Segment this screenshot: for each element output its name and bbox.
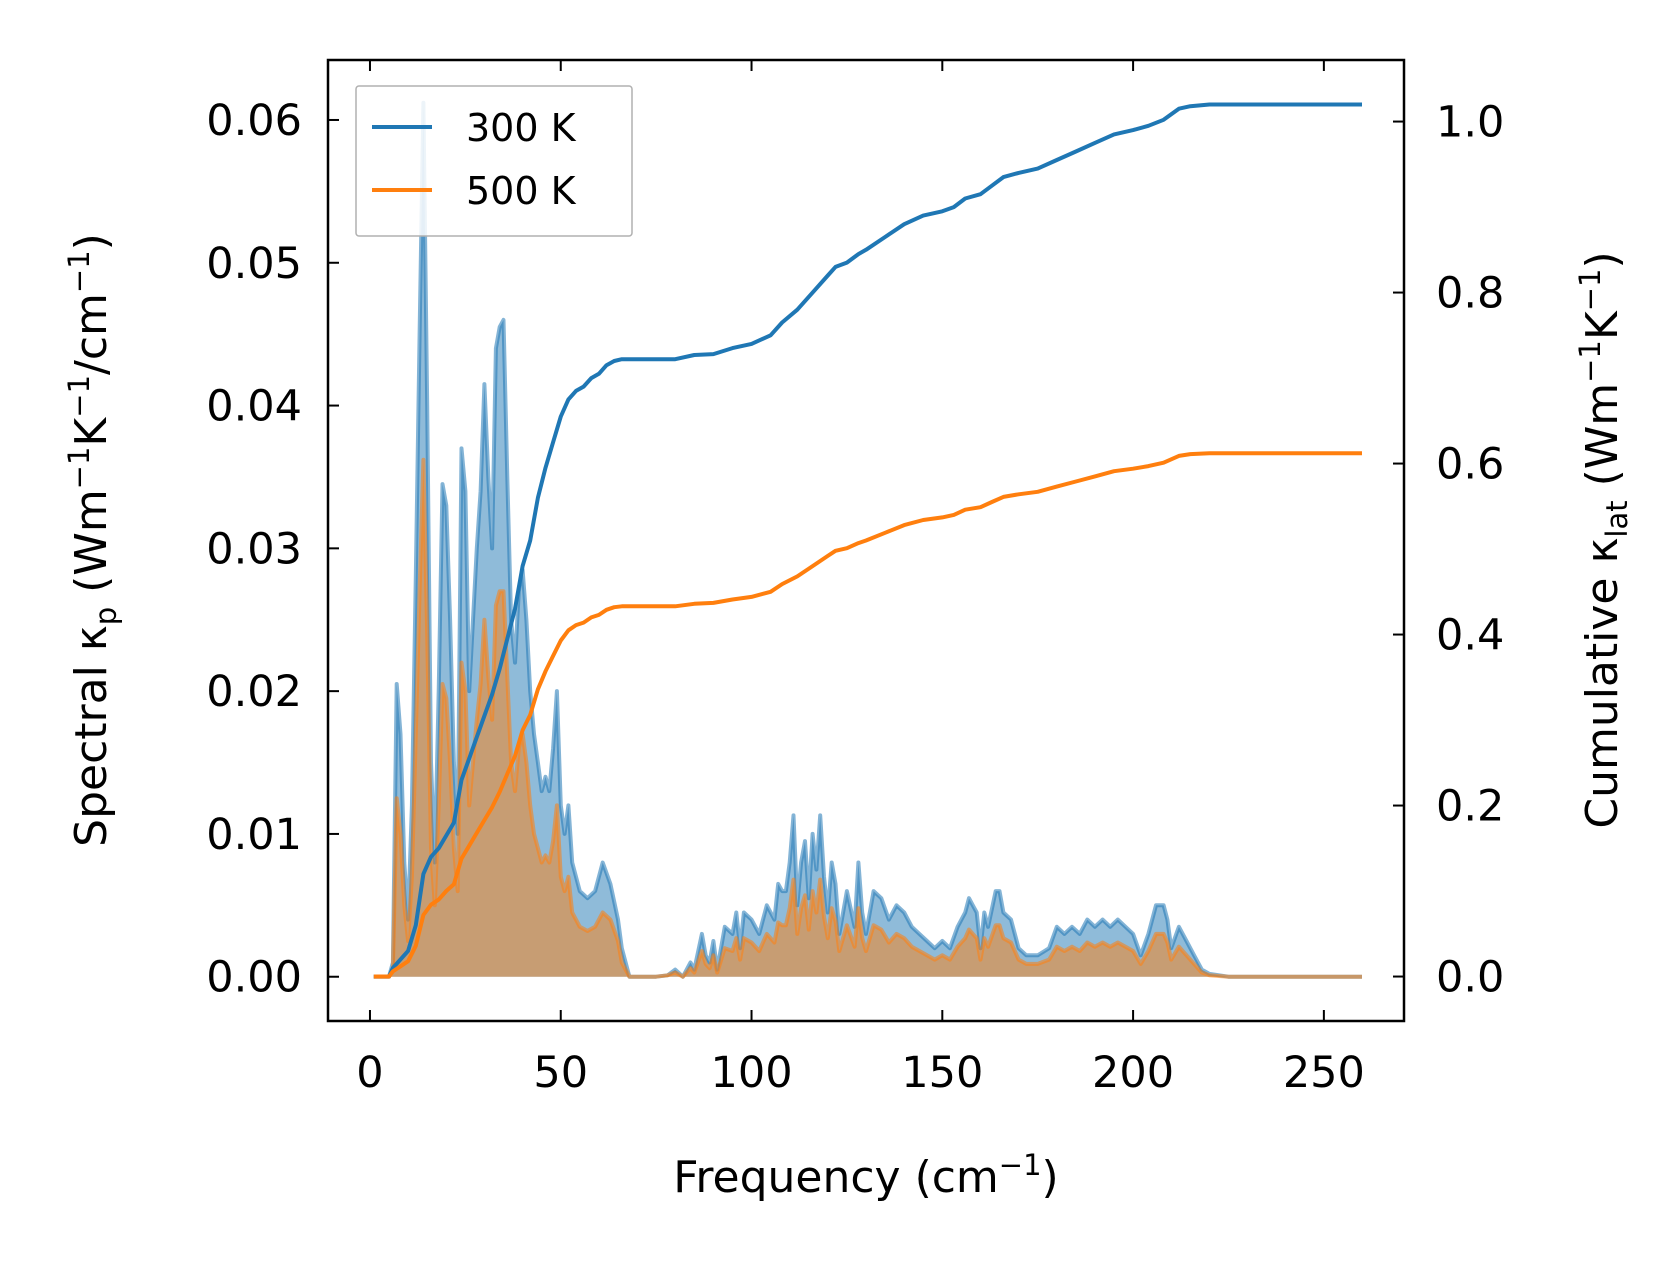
plot-frame xyxy=(326,58,1406,1023)
y-left-tick-label: 0.02 xyxy=(206,667,302,717)
legend-label-500k: 500 K xyxy=(466,169,577,213)
x-tick-label: 50 xyxy=(533,1048,588,1098)
x-tick-label: 100 xyxy=(710,1048,792,1098)
x-tick-label: 150 xyxy=(901,1048,983,1098)
x-axis-label: Frequency (cm−1) xyxy=(673,1148,1058,1203)
y-right-tick-label: 0.6 xyxy=(1436,440,1504,490)
y-left-tick-label: 0.05 xyxy=(206,239,302,289)
spectral-line-300k xyxy=(373,100,1362,979)
y-left-tick-label: 0.04 xyxy=(206,382,302,432)
axis-ticks: 0 50 100 150 200 2500.000.010.020.030.040.050… xyxy=(206,60,1504,1098)
x-tick-label: 200 xyxy=(1092,1048,1174,1098)
cumulative-line-500k xyxy=(373,451,1362,979)
cumulative-lines xyxy=(373,102,1362,979)
spectral-areas xyxy=(373,100,1362,979)
legend-box xyxy=(355,85,633,237)
y-left-tick-label: 0.03 xyxy=(206,524,302,574)
legend-label-300k: 300 K xyxy=(466,106,577,150)
y-axis-left-label: Spectral κp (Wm−1K−1/cm−1) xyxy=(62,233,123,847)
y-left-tick-label: 0.06 xyxy=(206,96,302,146)
cumulative-line-300k xyxy=(373,102,1362,979)
x-tick-label: 0 xyxy=(356,1048,383,1098)
y-right-tick-label: 0.2 xyxy=(1436,782,1504,832)
y-right-tick-label: 0.8 xyxy=(1436,269,1504,319)
y-left-tick-label: 0.01 xyxy=(206,810,302,860)
y-left-tick-label: 0.00 xyxy=(206,953,302,1003)
spectral-line-500k xyxy=(373,457,1362,979)
y-axis-right-label: Cumulative κlat (Wm−1K−1) xyxy=(1573,251,1634,828)
legend: 300 K 500 K xyxy=(355,85,633,237)
x-tick-label: 250 xyxy=(1283,1048,1365,1098)
spectral-area-500k xyxy=(373,459,1362,977)
y-right-tick-label: 0.0 xyxy=(1436,953,1504,1003)
y-right-tick-label: 0.4 xyxy=(1436,611,1504,661)
y-right-tick-label: 1.0 xyxy=(1436,98,1504,148)
